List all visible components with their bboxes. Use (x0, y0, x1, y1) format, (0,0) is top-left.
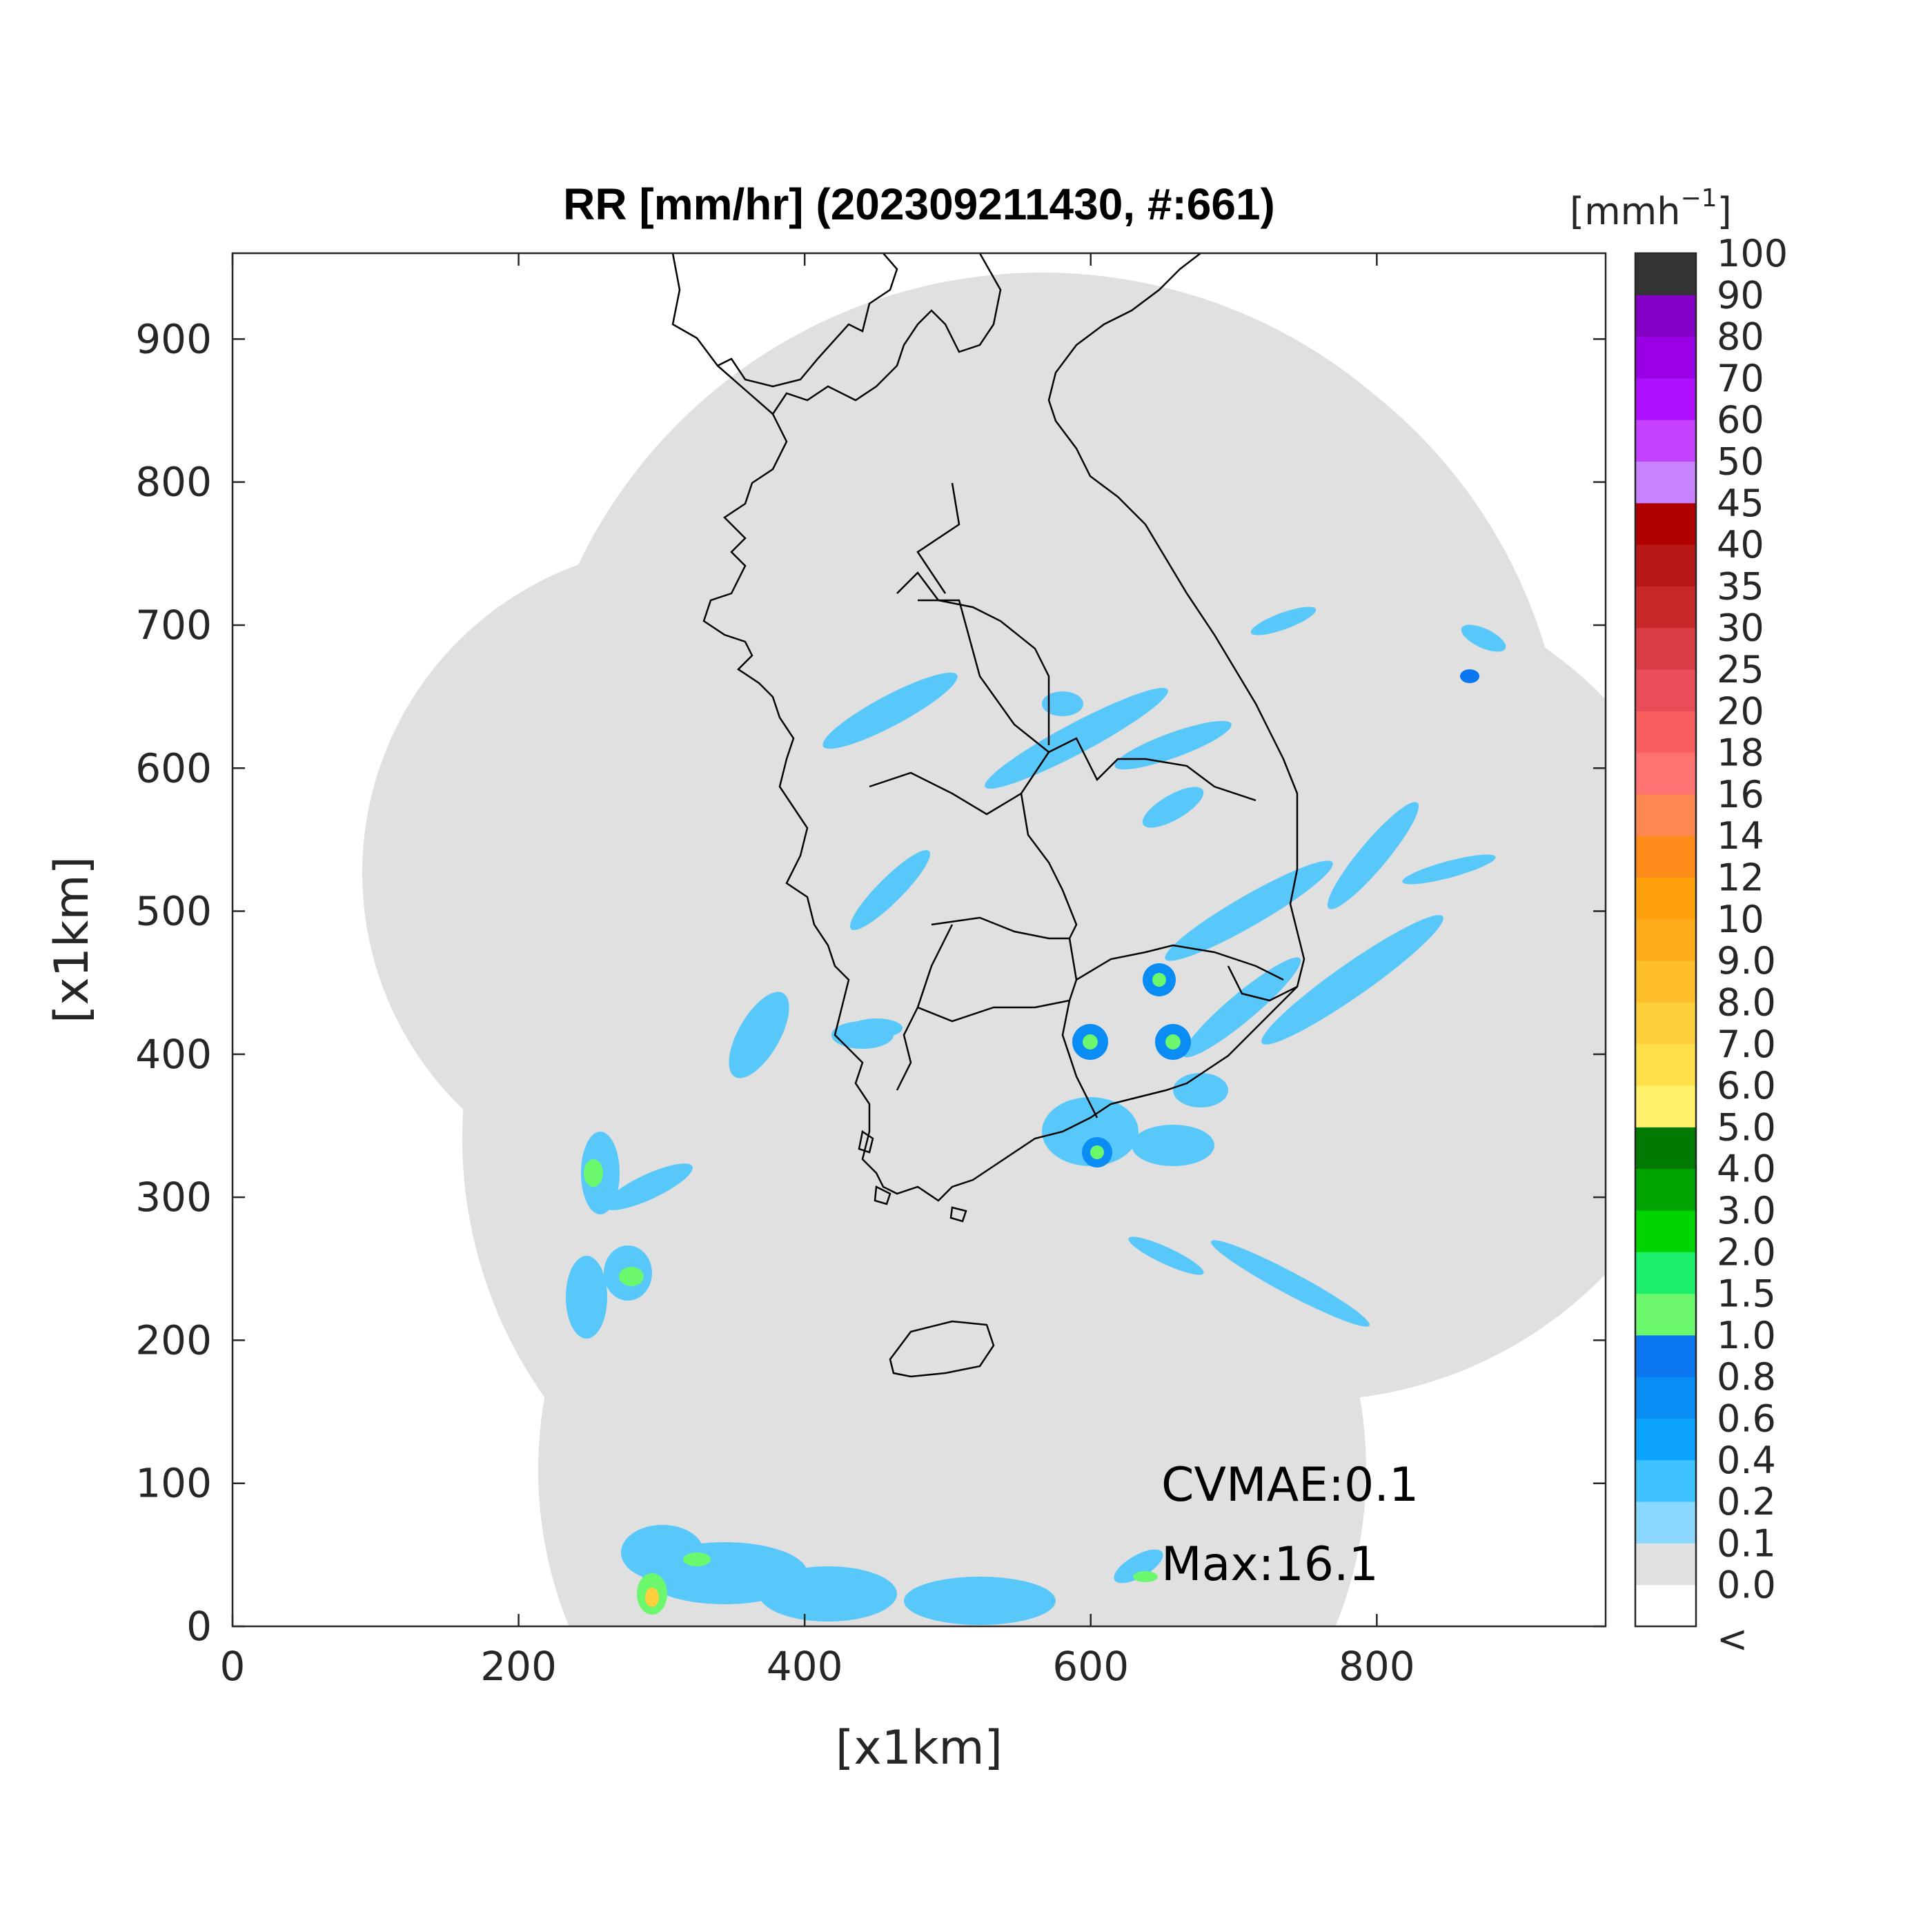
colorbar-tick-label: 0.2 (1717, 1480, 1776, 1524)
colorbar-segment (1635, 1543, 1696, 1586)
colorbar-tick-label: 25 (1717, 648, 1764, 691)
colorbar-tick-label: 10 (1717, 898, 1764, 941)
colorbar-tick-label: 50 (1717, 440, 1764, 484)
colorbar-segment (1635, 711, 1696, 753)
colorbar-segment (1635, 586, 1696, 629)
colorbar-segment (1635, 253, 1696, 295)
colorbar-tick-label: 0.6 (1717, 1397, 1776, 1440)
colorbar-tick-label: 3.0 (1717, 1189, 1776, 1232)
x-tick-label: 200 (480, 1643, 557, 1690)
colorbar-tick-label: 0.8 (1717, 1355, 1776, 1399)
colorbar-segment (1635, 1459, 1696, 1502)
colorbar-segment (1635, 544, 1696, 586)
y-tick-label: 400 (135, 1031, 212, 1078)
x-axis-label: [x1km] (836, 1721, 1003, 1775)
y-axis-label: [x1km] (45, 856, 99, 1023)
max-annotation: Max:16.1 (1161, 1537, 1379, 1592)
x-tick-label: 0 (220, 1643, 246, 1690)
colorbar-tick-label: 9.0 (1717, 939, 1776, 983)
colorbar-tick-label: 0.4 (1717, 1439, 1776, 1482)
colorbar-tick-label: 35 (1717, 564, 1764, 608)
colorbar-tick-label: 14 (1717, 814, 1764, 858)
x-axis: 0 200 400 600 800 (220, 253, 1415, 1690)
colorbar-segment (1635, 1127, 1696, 1170)
colorbar-tick-label: 16 (1717, 773, 1764, 816)
colorbar-segment (1635, 1002, 1696, 1045)
colorbar-segment (1635, 1043, 1696, 1086)
colorbar-segment (1635, 1334, 1696, 1377)
x-tick-label: 400 (767, 1643, 843, 1690)
precipitation-moderate (584, 669, 1479, 1615)
colorbar-segment (1635, 1501, 1696, 1544)
colorbar-segment (1635, 1168, 1696, 1211)
colorbar-segment (1635, 420, 1696, 462)
colorbar-tick-label: 6.0 (1717, 1064, 1776, 1107)
colorbar-segment (1635, 960, 1696, 1003)
colorbar-segment (1635, 295, 1696, 337)
coastline (671, 253, 1305, 1378)
y-tick-label: 100 (135, 1460, 212, 1507)
colorbar-segment (1635, 377, 1696, 420)
y-tick-label: 500 (135, 888, 212, 935)
colorbar-segment (1635, 336, 1696, 379)
colorbar-segment (1635, 1085, 1696, 1127)
colorbar-segment (1635, 918, 1696, 961)
colorbar-segment (1635, 669, 1696, 711)
colorbar-tick-label: 30 (1717, 607, 1764, 650)
y-tick-label: 900 (135, 315, 212, 362)
colorbar-segment (1635, 836, 1696, 878)
y-tick-label: 700 (135, 602, 212, 649)
colorbar-tick-label: < (1717, 1617, 1748, 1661)
colorbar-segment (1635, 752, 1696, 795)
colorbar-frame (1634, 252, 1697, 1628)
colorbar-segment (1635, 461, 1696, 504)
radar-map (362, 253, 1606, 1626)
colorbar-segment (1635, 1377, 1696, 1419)
colorbar-tick-label: 4.0 (1717, 1147, 1776, 1191)
colorbar-tick-label: 0.0 (1717, 1564, 1776, 1607)
colorbar-tick-label: 45 (1717, 482, 1764, 525)
colorbar-tick-label: 40 (1717, 523, 1764, 566)
colorbar-tick-label: 60 (1717, 398, 1764, 442)
colorbar-tick-label: 7.0 (1717, 1023, 1776, 1066)
y-tick-label: 600 (135, 745, 212, 791)
colorbar-tick-label: 8.0 (1717, 980, 1776, 1024)
y-tick-label: 300 (135, 1174, 212, 1221)
colorbar-tick-label: 1.5 (1717, 1272, 1776, 1316)
colorbar-segment (1635, 793, 1696, 836)
colorbar-tick-label: 1.0 (1717, 1314, 1776, 1357)
colorbar-segment (1635, 877, 1696, 920)
colorbar-segment (1635, 1584, 1696, 1627)
colorbar-tick-label: 90 (1717, 273, 1764, 317)
plot-frame (231, 252, 1607, 1628)
colorbar-segment (1635, 1210, 1696, 1252)
colorbar-tick-label: 18 (1717, 731, 1764, 775)
colorbar-tick-label: 2.0 (1717, 1230, 1776, 1274)
colorbar-segment (1635, 1418, 1696, 1461)
colorbar-tick-label: 70 (1717, 357, 1764, 400)
colorbar-segment (1635, 1252, 1696, 1294)
y-tick-label: 800 (135, 459, 212, 506)
y-tick-label: 0 (186, 1603, 212, 1650)
colorbar: <0.00.10.20.40.60.81.01.52.03.04.05.06.0… (1634, 232, 1788, 1661)
colorbar-tick-label: 5.0 (1717, 1105, 1776, 1149)
colorbar-segment (1635, 627, 1696, 670)
colorbar-unit-label: [mmh−1] (1570, 184, 1732, 233)
y-tick-label: 200 (135, 1317, 212, 1363)
precipitation-light (566, 607, 1506, 1625)
map-title: RR [mm/hr] (202309211430, #:661) (563, 179, 1275, 229)
cvmae-annotation: CVMAE:0.1 (1161, 1458, 1419, 1512)
colorbar-tick-label: 80 (1717, 315, 1764, 359)
x-tick-label: 600 (1052, 1643, 1129, 1690)
colorbar-tick-label: 0.1 (1717, 1521, 1776, 1565)
colorbar-tick-label: 20 (1717, 689, 1764, 733)
colorbar-segment (1635, 502, 1696, 545)
colorbar-tick-label: 100 (1717, 232, 1788, 275)
colorbar-segment (1635, 1293, 1696, 1336)
colorbar-tick-label: 12 (1717, 856, 1764, 900)
y-axis: 0 100 200 300 400 500 600 700 800 900 (135, 315, 1606, 1650)
x-tick-label: 800 (1339, 1643, 1415, 1690)
